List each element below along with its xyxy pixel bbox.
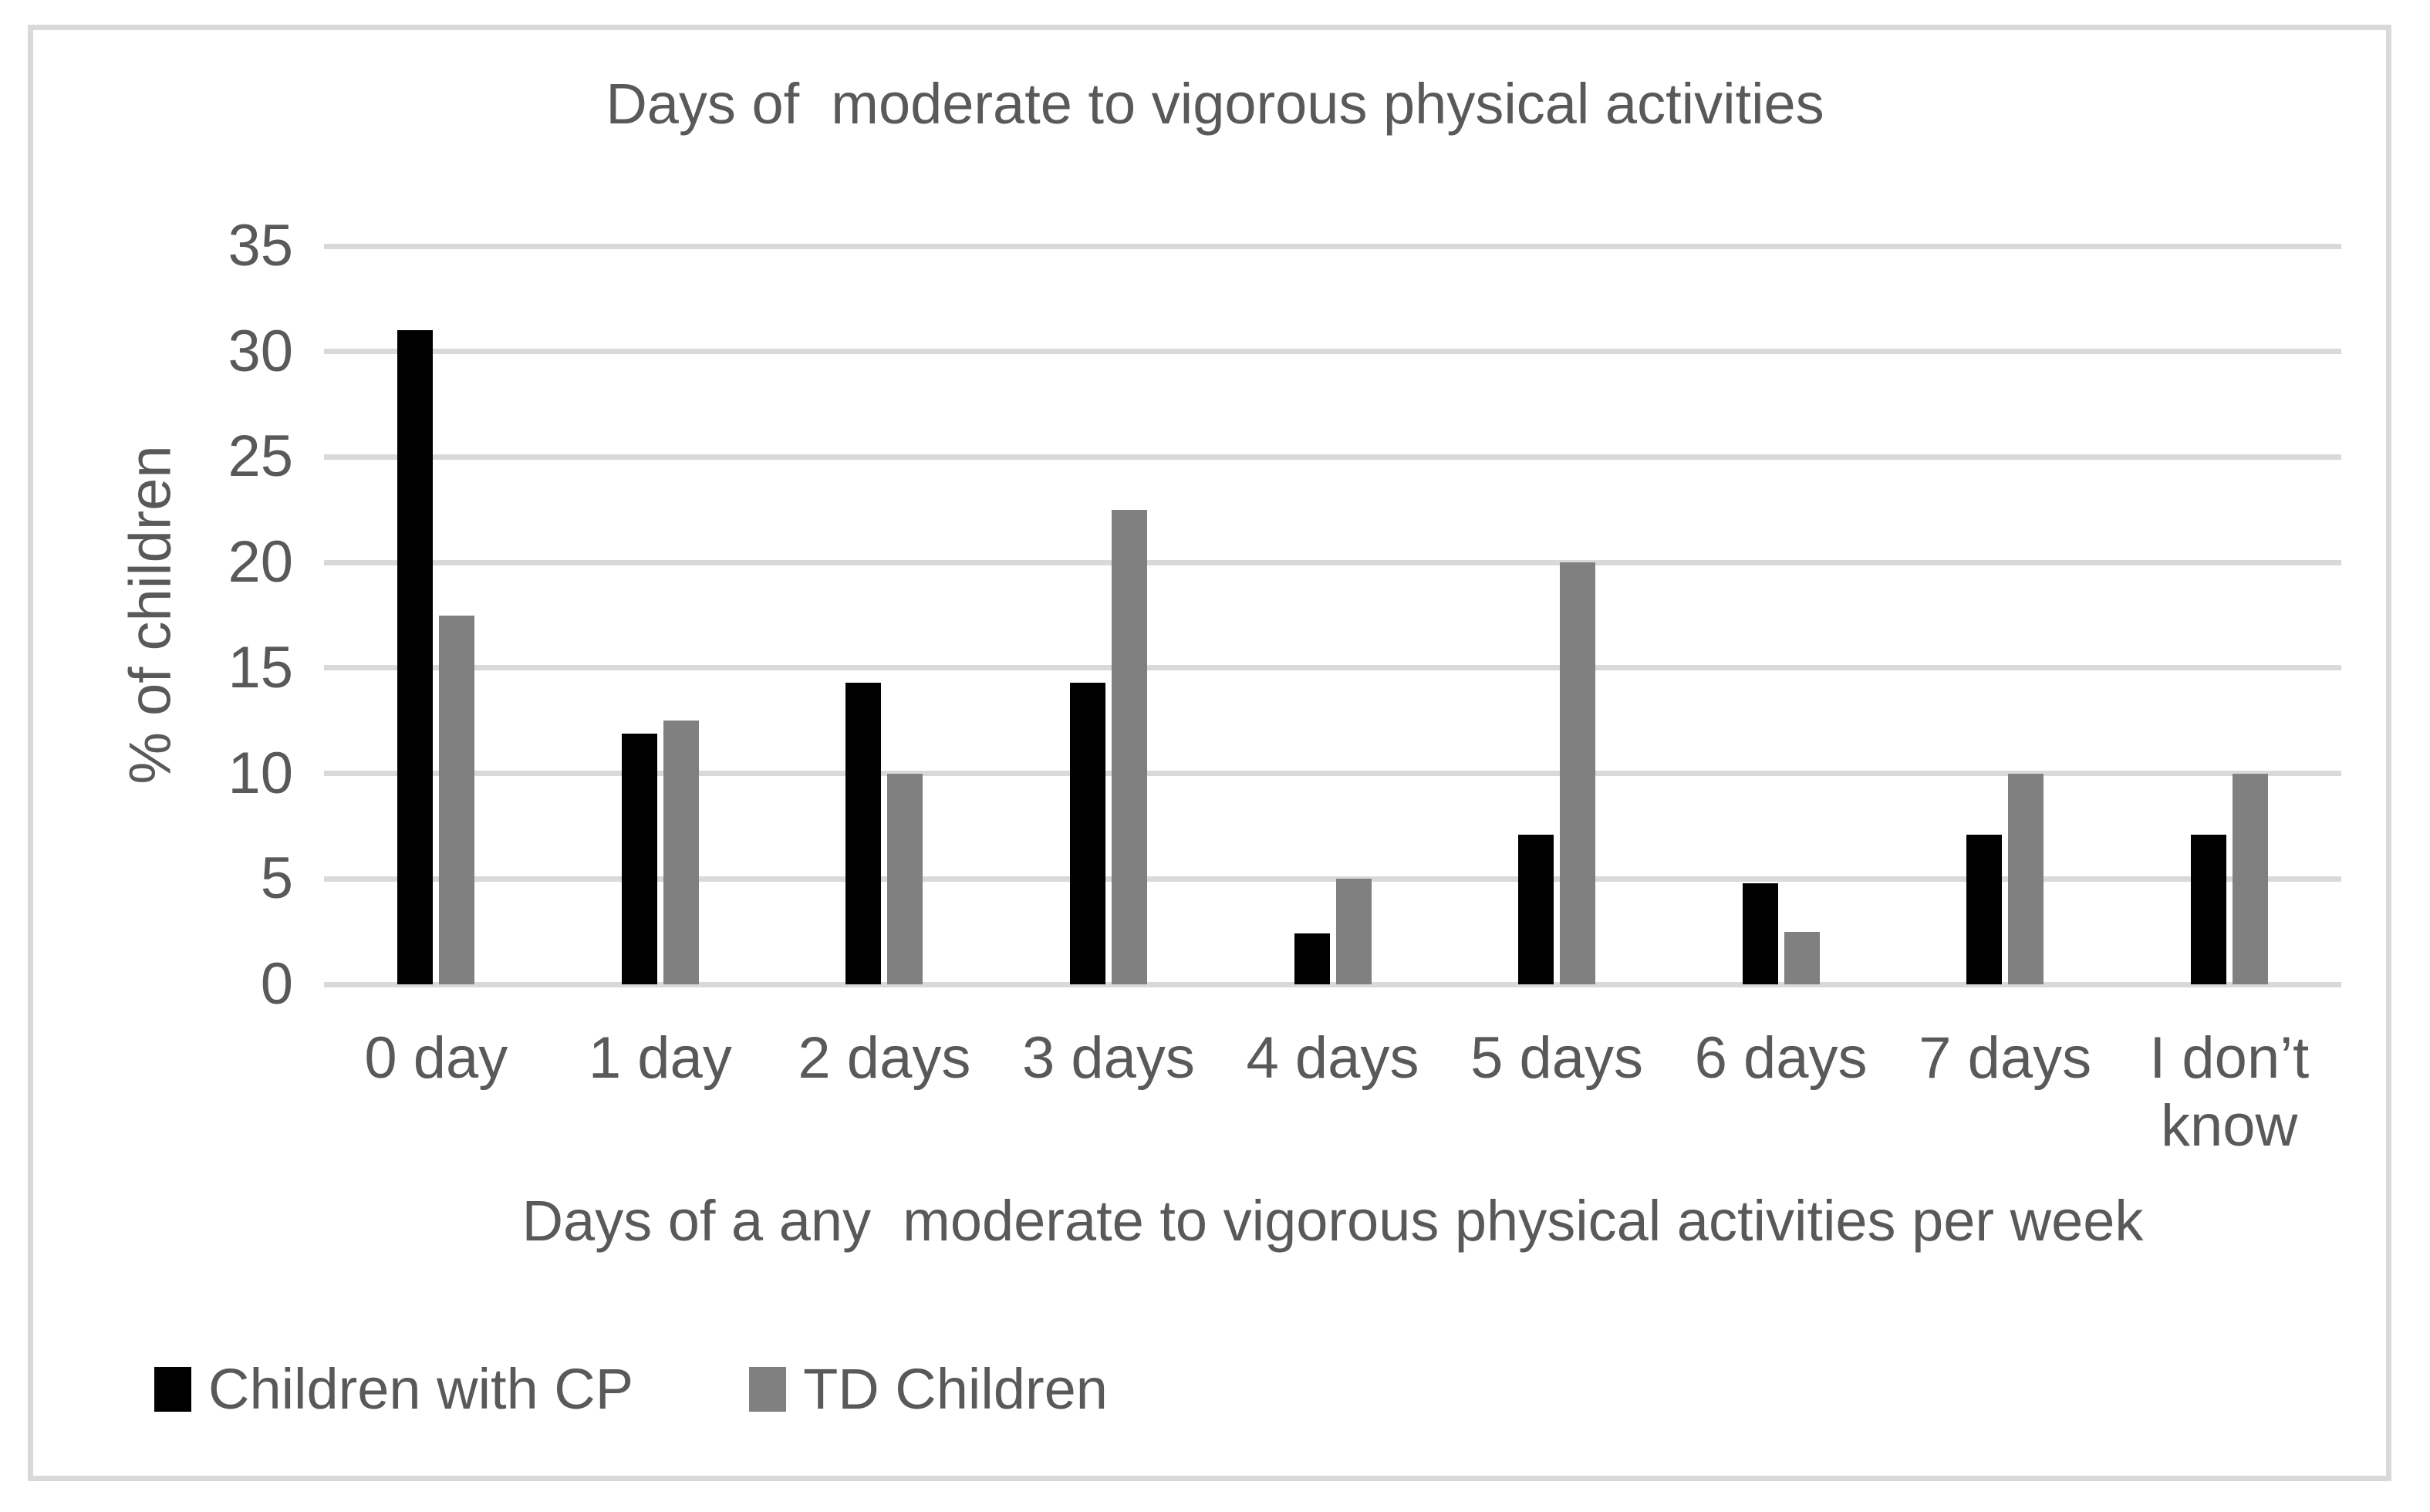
- bar-td-children-i-don-t-know: [2232, 773, 2268, 984]
- bar-td-children-0-day: [439, 615, 475, 984]
- y-tick-label-20: 20: [228, 529, 293, 596]
- bar-td-children-3-days: [1111, 509, 1147, 984]
- bar-td-children-7-days: [2008, 773, 2044, 984]
- gridline-10: [324, 771, 2341, 777]
- x-axis-title: Days of a any moderate to vigorous physi…: [521, 1189, 2144, 1253]
- legend-label: Children with CP: [208, 1357, 634, 1421]
- gridline-0: [324, 981, 2341, 987]
- legend-swatch-icon: [749, 1366, 787, 1412]
- gridline-20: [324, 559, 2341, 565]
- gridline-5: [324, 876, 2341, 882]
- legend-swatch-icon: [154, 1366, 191, 1412]
- x-tick-label-0-day: 0 day: [364, 1025, 508, 1091]
- bar-td-children-1-day: [663, 721, 699, 984]
- legend-item-td-children: TD Children: [749, 1356, 1108, 1422]
- legend-item-children-with-cp: Children with CP: [154, 1356, 633, 1422]
- bar-td-children-4-days: [1335, 879, 1372, 984]
- bar-children-with-cp-4-days: [1294, 933, 1330, 984]
- bar-children-with-cp-6-days: [1742, 883, 1778, 984]
- y-tick-label-15: 15: [228, 634, 293, 700]
- x-tick-label-6-days: 6 days: [1694, 1025, 1868, 1091]
- x-tick-label-i-don-t-know: I don’t know: [2149, 1025, 2310, 1159]
- y-tick-label-25: 25: [228, 424, 293, 490]
- x-tick-label-5-days: 5 days: [1470, 1025, 1643, 1091]
- y-axis-title-text: % of children: [117, 445, 184, 785]
- x-tick-label-3-days: 3 days: [1021, 1025, 1195, 1091]
- bar-children-with-cp-5-days: [1518, 834, 1554, 984]
- gridline-30: [324, 349, 2341, 355]
- gridline-35: [324, 243, 2341, 249]
- gridline-15: [324, 665, 2341, 671]
- gridline-25: [324, 454, 2341, 460]
- legend-label: TD Children: [803, 1357, 1108, 1421]
- y-tick-label-10: 10: [228, 740, 293, 806]
- bar-children-with-cp-3-days: [1069, 683, 1105, 984]
- x-tick-label-7-days: 7 days: [1919, 1025, 2092, 1091]
- x-tick-label-1-day: 1 day: [588, 1025, 732, 1091]
- bar-children-with-cp-7-days: [1966, 834, 2003, 984]
- bar-td-children-2-days: [887, 773, 923, 984]
- x-tick-label-2-days: 2 days: [798, 1025, 971, 1091]
- bar-children-with-cp-1-day: [621, 733, 657, 984]
- y-tick-label-30: 30: [228, 318, 293, 384]
- bar-children-with-cp-2-days: [845, 683, 882, 984]
- bar-td-children-6-days: [1784, 931, 1820, 984]
- bar-children-with-cp-i-don-t-know: [2190, 834, 2226, 984]
- chart-title: Days of moderate to vigorous physical ac…: [606, 72, 1824, 136]
- y-tick-label-35: 35: [228, 213, 293, 278]
- bar-td-children-5-days: [1560, 562, 1596, 984]
- y-tick-label-0: 0: [260, 951, 293, 1017]
- x-tick-label-4-days: 4 days: [1246, 1025, 1419, 1091]
- y-tick-label-5: 5: [260, 845, 293, 912]
- bar-children-with-cp-0-day: [397, 330, 434, 984]
- plot-area: [324, 243, 2341, 987]
- legend: Children with CP TD Children: [154, 1356, 1108, 1422]
